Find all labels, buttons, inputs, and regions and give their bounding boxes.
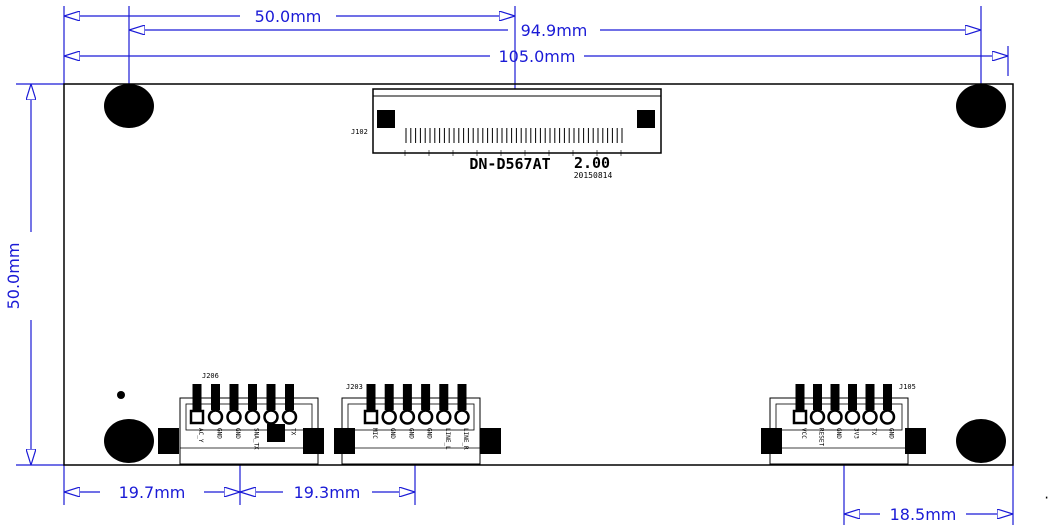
connector-j203: MIC GND GND GND LINE_L LINE_R — [334, 384, 501, 465]
connector-j206-ref: J206 — [202, 372, 219, 380]
fpc-ref: J102 — [351, 128, 368, 136]
connector-pin-lead — [366, 384, 376, 410]
connector-pin-pad — [381, 409, 397, 425]
connector-pin-label: LINE_R — [462, 428, 469, 450]
mounting-holes — [104, 84, 1006, 463]
connector-pin-label: GND — [407, 428, 414, 439]
connector-pin-label: TX — [290, 428, 297, 436]
dim-50mm-top: 50.0mm — [255, 7, 322, 26]
connector-pin-lead — [192, 384, 202, 410]
mounting-hole-top-left — [104, 84, 154, 128]
fpc-tab-left — [377, 110, 395, 128]
connector-pin-label: MIC — [371, 428, 378, 439]
board-model: DN-D567AT — [469, 155, 550, 173]
board-outline — [63, 83, 1014, 466]
connector-pin-lead — [830, 384, 840, 410]
connector-pin-lead — [402, 384, 412, 410]
connector-pin-lead — [285, 384, 294, 410]
connector-j203-ref: J203 — [346, 383, 363, 391]
fpc-pins — [405, 128, 623, 143]
dim-19-3mm: 19.3mm — [294, 483, 361, 502]
dim-18-5mm: 18.5mm — [890, 505, 957, 524]
connector-pin-pad — [417, 409, 434, 425]
connector-pad-left — [158, 428, 179, 454]
connector-pin-pad — [399, 409, 416, 425]
connector-pad-left — [334, 428, 355, 454]
connector-pin-label: VCC — [800, 428, 807, 439]
connector-j105-ref: J105 — [899, 383, 916, 391]
connector-pin-label: 3V3 — [853, 428, 860, 439]
mounting-hole-bottom-left — [104, 419, 154, 463]
connector-j105: VCC RESET GND 3V3 TX GND — [761, 384, 926, 465]
connector-pin-label: GND — [888, 428, 895, 439]
dim-19-7mm: 19.7mm — [119, 483, 186, 502]
connector-pin-pad — [207, 409, 224, 425]
connector-pin-pad — [263, 409, 279, 425]
edge-mark: · — [1043, 491, 1050, 505]
connector-extra-pad — [267, 424, 285, 442]
dim-94-9mm: 94.9mm — [521, 21, 588, 40]
fpc-tab-right — [637, 110, 655, 128]
connector-pin-label: AC_Y — [197, 428, 204, 443]
connector-pin-lead — [457, 384, 467, 410]
connector-pin-lead — [248, 384, 257, 410]
connector-pin-pad — [792, 409, 808, 425]
connector-pin-lead — [439, 384, 449, 410]
connector-pin-label: GND — [835, 428, 842, 439]
connector-pad-left — [761, 428, 782, 454]
connector-pin-label: GND — [234, 428, 241, 439]
pin1-dot — [117, 391, 125, 399]
connector-pin-lead — [384, 384, 394, 410]
connector-pin-pad — [226, 409, 242, 425]
dimension-lines — [31, 16, 1013, 514]
connector-pad-right — [480, 428, 501, 454]
dim-105mm: 105.0mm — [499, 47, 576, 66]
connector-pin-label: GND — [389, 428, 396, 439]
connector-pin-pad — [189, 409, 205, 425]
board-version: 2.00 — [574, 154, 610, 172]
connector-pin-lead — [883, 384, 892, 410]
board-date: 20150814 — [574, 171, 613, 180]
fpc-ticks — [404, 150, 622, 156]
connector-pin-lead — [865, 384, 875, 410]
fpc-connector — [372, 88, 662, 156]
connector-pad-right — [905, 428, 926, 454]
connector-pin-label: GND — [216, 428, 223, 439]
connector-pad-right — [303, 428, 324, 454]
connector-pin-lead — [848, 384, 857, 410]
connector-pin-pad — [844, 409, 861, 425]
connector-pin-label: LINE_L — [444, 428, 451, 450]
connector-pin-pad — [281, 409, 298, 425]
dim-50mm-height: 50.0mm — [4, 243, 23, 310]
connector-pin-pad — [879, 409, 896, 425]
connector-pin-lead — [813, 384, 822, 410]
connector-pin-pad — [454, 409, 470, 425]
connector-pin-pad — [436, 409, 452, 425]
connector-pin-pad — [862, 409, 878, 425]
connector-pin-label: SNA_TX — [253, 428, 260, 450]
connector-pin-lead — [229, 384, 239, 410]
connector-pin-pad — [363, 409, 379, 425]
connector-pin-label: RESET — [818, 428, 825, 446]
connector-pin-lead — [795, 384, 805, 410]
connector-pin-pad — [827, 409, 843, 425]
connector-pin-pad — [809, 409, 826, 425]
connector-pin-lead — [266, 384, 276, 410]
connector-pin-lead — [211, 384, 220, 410]
connector-pin-label: GND — [426, 428, 433, 439]
connector-pin-pad — [244, 409, 261, 425]
mounting-hole-top-right — [956, 84, 1006, 128]
connector-pin-lead — [421, 384, 431, 410]
mounting-hole-bottom-right — [956, 419, 1006, 463]
connector-pin-label: TX — [870, 428, 877, 436]
